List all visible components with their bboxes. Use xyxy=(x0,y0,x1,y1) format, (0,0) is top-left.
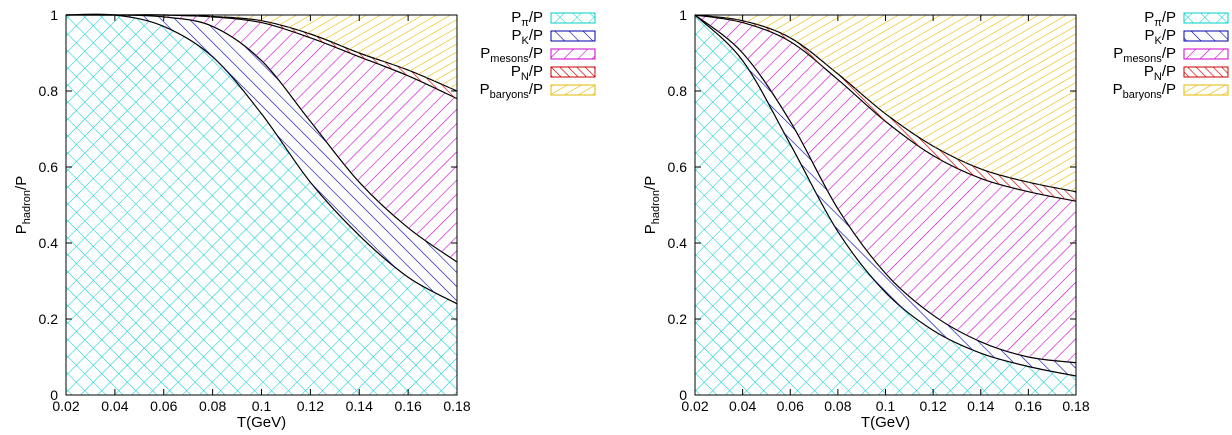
y-tick-label: 0 xyxy=(50,387,58,403)
y-tick-label: 0 xyxy=(679,387,687,403)
y-tick-label: 0.4 xyxy=(668,235,688,251)
x-tick-label: 0.1 xyxy=(252,398,272,414)
x-tick-label: 0.12 xyxy=(297,398,324,414)
y-tick-label: 0.4 xyxy=(39,235,59,251)
legend-label: Pmesons/P xyxy=(480,45,543,65)
x-tick-label: 0.02 xyxy=(681,398,708,414)
chart-2: 0.02 0.04 0.06 0.08 0.1 0.12 0.14 0.16 0.18 0 0.2 0… xyxy=(642,7,1229,431)
band-diag-down-1 xyxy=(66,14,457,304)
legend-label: PK/P xyxy=(1144,27,1176,47)
chart-1: 0.02 0.04 0.06 0.08 0.1 0.12 0.14 0.16 0.18 0 0.2 0… xyxy=(13,7,596,431)
x-tick-label: 0.06 xyxy=(777,398,804,414)
band-diag-up-2 xyxy=(695,15,1076,363)
band-diag-up-dense-2 xyxy=(695,15,1076,192)
band-crosshatch-1 xyxy=(66,14,457,396)
legend-label: Pπ/P xyxy=(511,9,543,29)
x-tick-label: 0.04 xyxy=(101,398,128,414)
x-axis-title: T(GeV) xyxy=(861,414,910,431)
x-tick-label: 0.08 xyxy=(824,398,851,414)
legend-label: Pmesons/P xyxy=(1113,45,1176,65)
y-axis-title: Phadron/P xyxy=(642,176,662,234)
legend-label: PK/P xyxy=(511,27,543,47)
legend-label: Pbaryons/P xyxy=(480,81,543,101)
legend-swatch xyxy=(1183,66,1229,78)
x-tick-label: 0.16 xyxy=(1015,398,1042,414)
y-tick-label: 0.6 xyxy=(668,159,688,175)
legend-swatch xyxy=(550,84,596,96)
y-tick-label: 0.2 xyxy=(39,311,59,327)
y-tick-label: 1 xyxy=(679,7,687,23)
x-tick-label: 0.12 xyxy=(920,398,947,414)
legend-swatch xyxy=(550,12,596,24)
x-tick-label: 0.02 xyxy=(52,398,79,414)
x-tick-label: 0.18 xyxy=(443,398,470,414)
y-tick-label: 0.2 xyxy=(668,311,688,327)
y-tick-label: 0.6 xyxy=(39,159,59,175)
x-tick-label: 0.08 xyxy=(199,398,226,414)
x-tick-label: 0.04 xyxy=(729,398,756,414)
y-tick-label: 0.8 xyxy=(668,83,688,99)
x-tick-label: 0.06 xyxy=(150,398,177,414)
legend-swatch xyxy=(550,66,596,78)
legend-label: Pπ/P xyxy=(1144,9,1176,29)
legend-swatch xyxy=(1183,12,1229,24)
y-axis-title: Phadron/P xyxy=(13,176,33,234)
legend-swatch xyxy=(1183,48,1229,60)
y-tick-label: 1 xyxy=(50,7,58,23)
legend-swatch xyxy=(550,48,596,60)
x-axis-title: T(GeV) xyxy=(237,414,286,431)
legend-label: Pbaryons/P xyxy=(1113,81,1176,101)
x-tick-label: 0.18 xyxy=(1062,398,1089,414)
x-tick-label: 0.16 xyxy=(395,398,422,414)
band-crosshatch-2 xyxy=(695,15,1076,395)
legend-swatch xyxy=(550,30,596,42)
x-tick-label: 0.14 xyxy=(346,398,373,414)
legend-label: PN/P xyxy=(1144,63,1176,83)
y-tick-label: 0.8 xyxy=(39,83,59,99)
legend-label: PN/P xyxy=(511,63,543,83)
legend-swatch xyxy=(1183,30,1229,42)
band-diag-up-dense-1 xyxy=(66,14,457,92)
x-tick-label: 0.14 xyxy=(967,398,994,414)
x-tick-label: 0.1 xyxy=(876,398,896,414)
band-diag-up-1 xyxy=(66,14,457,263)
legend-swatch xyxy=(1183,84,1229,96)
